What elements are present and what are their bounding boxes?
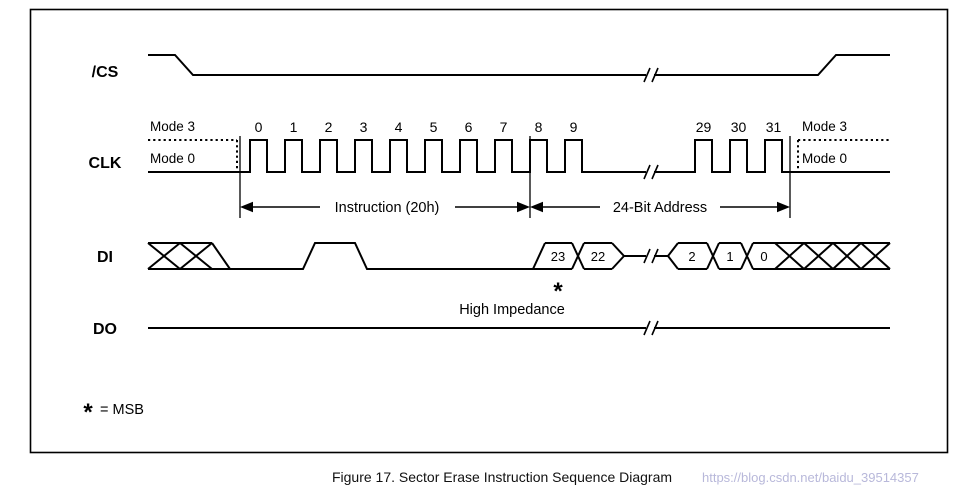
clk-mode3-left-dotted-line: [148, 139, 238, 172]
clk-number: 2: [325, 119, 333, 135]
clk-number: 8: [535, 119, 543, 135]
diagram-frame: [29, 8, 949, 454]
span-boundary-lines: [239, 136, 791, 218]
clk-number: 9: [570, 119, 578, 135]
clk-number: 6: [465, 119, 473, 135]
clk-signal: CLK Mode 3 Mode 0 Mode 3 Mode 0 0 1 2 3 …: [89, 119, 890, 173]
arrowhead-right-icon: [517, 201, 530, 213]
legend-asterisk-marker: *: [83, 399, 93, 426]
do-label: DO: [93, 321, 117, 338]
clk-mode0-right-label: Mode 0: [802, 151, 847, 166]
clk-mode0-left-label: Mode 0: [150, 151, 195, 166]
di-undefined-bus-right: [774, 242, 891, 270]
di-bit-value: 23: [551, 249, 565, 264]
high-impedance-label: High Impedance: [459, 302, 565, 318]
clk-mode3-right-label: Mode 3: [802, 119, 847, 134]
di-bit-value: 0: [760, 249, 767, 264]
di-signal: DI 23 22 * 2 1 0: [97, 242, 891, 305]
di-bit-value: 22: [591, 249, 605, 264]
di-label: DI: [97, 249, 113, 266]
clk-waveform-right: [654, 139, 890, 173]
figure-caption: Figure 17. Sector Erase Instruction Sequ…: [332, 469, 672, 485]
clk-waveform-left: [148, 139, 646, 173]
di-address-bus-first: [532, 242, 646, 270]
clk-numbers-first: 0 1 2 3 4 5 6 7 8 9: [255, 119, 578, 135]
di-bit-value: 2: [688, 249, 695, 264]
legend-msb-text: = MSB: [100, 402, 144, 418]
do-signal: DO High Impedance: [93, 302, 890, 338]
arrowhead-right-icon: [777, 201, 790, 213]
clk-number: 29: [696, 119, 712, 135]
di-instruction-waveform: [212, 242, 533, 270]
clk-label: CLK: [89, 155, 122, 172]
clk-number: 31: [766, 119, 782, 135]
di-address-bus-second: [654, 242, 775, 270]
cs-waveform-right: [654, 54, 890, 76]
time-break-icon: [643, 67, 659, 336]
watermark-text: https://blog.csdn.net/baidu_39514357: [702, 470, 919, 485]
cs-waveform-left: [148, 54, 646, 76]
clk-numbers-second: 29 30 31: [696, 119, 782, 135]
cs-label: /CS: [92, 64, 119, 81]
instruction-span: Instruction (20h): [240, 200, 530, 216]
arrowhead-left-icon: [240, 201, 253, 213]
msb-asterisk-marker: *: [553, 278, 563, 305]
arrowhead-left-icon: [530, 201, 543, 213]
clk-number: 3: [360, 119, 368, 135]
clk-mode3-right-dotted-line: [797, 139, 890, 172]
instruction-span-label: Instruction (20h): [335, 200, 440, 216]
address-span-label: 24-Bit Address: [613, 200, 707, 216]
di-undefined-bus-left: [147, 242, 231, 270]
cs-signal: /CS: [92, 54, 890, 81]
clk-number: 0: [255, 119, 263, 135]
clk-number: 30: [731, 119, 747, 135]
clk-number: 5: [430, 119, 438, 135]
msb-legend: * = MSB: [83, 399, 144, 426]
clk-mode3-left-label: Mode 3: [150, 119, 195, 134]
clk-number: 4: [395, 119, 403, 135]
phase-spans: Instruction (20h) 24-Bit Address: [239, 136, 791, 218]
di-bit-value: 1: [726, 249, 733, 264]
clk-number: 7: [500, 119, 508, 135]
clk-number: 1: [290, 119, 298, 135]
address-span: 24-Bit Address: [530, 200, 790, 216]
